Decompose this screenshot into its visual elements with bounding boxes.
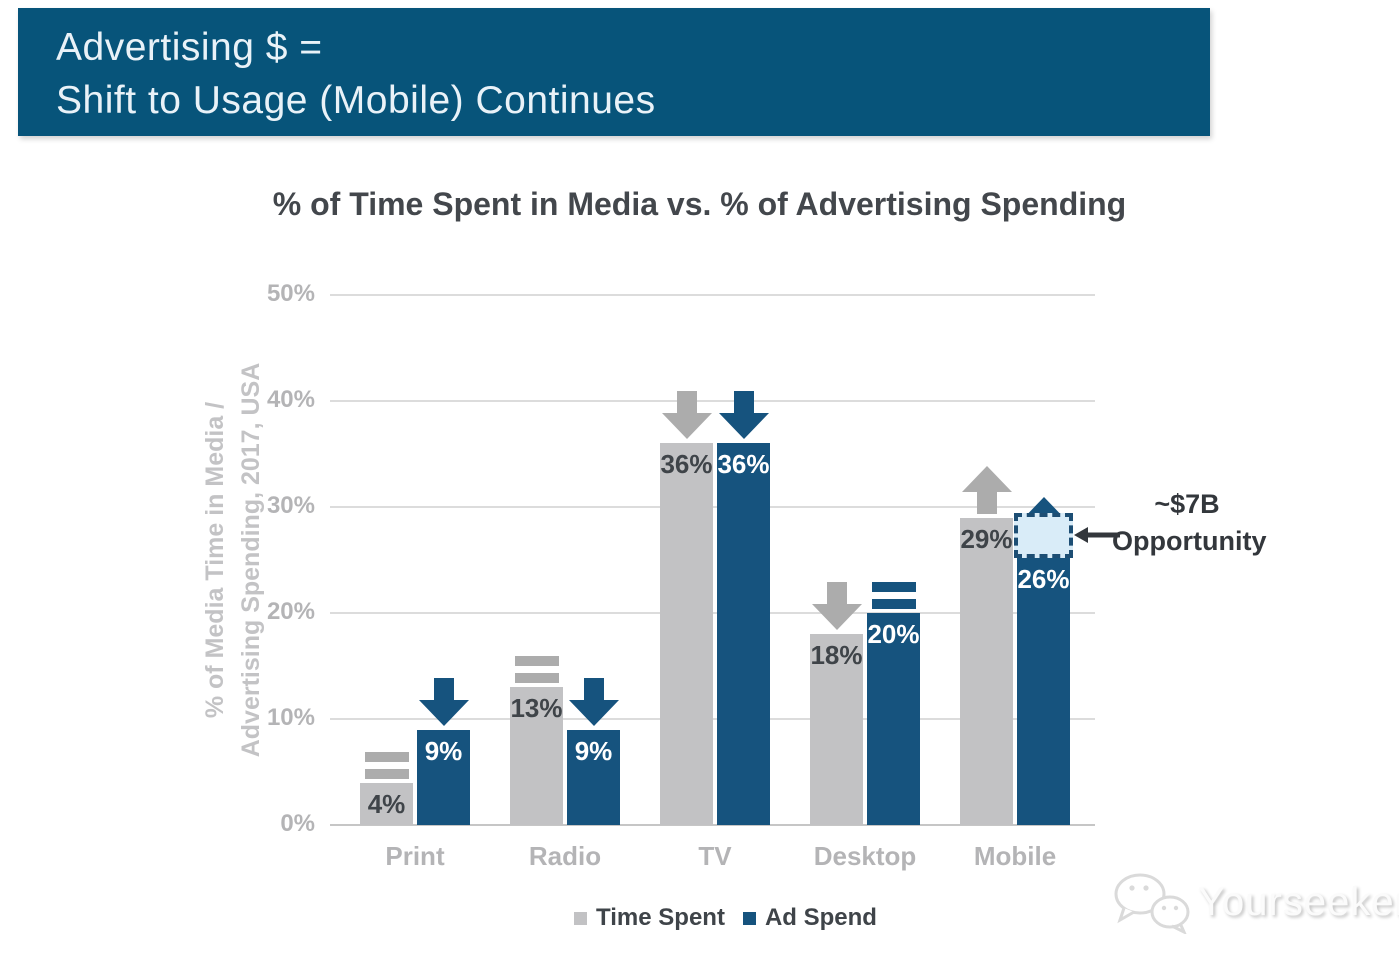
equals-icon <box>362 751 412 779</box>
gridline-40 <box>330 400 1095 402</box>
bar-value-label-ad-spend-print: 9% <box>424 735 463 766</box>
bar-value-label-time-spent-mobile: 29% <box>960 523 1013 554</box>
bar-time-spent-print <box>360 782 413 825</box>
bar-value-label-time-spent-print: 4% <box>367 788 406 819</box>
watermark-text: Yourseeker <box>1198 879 1399 924</box>
watermark: Yourseeker <box>1110 870 1399 936</box>
down-arrow-icon <box>718 391 769 440</box>
opportunity-label: Opportunity <box>1112 526 1267 556</box>
y-axis-label-30: 30% <box>266 492 315 519</box>
bar-ad-spend-mobile <box>1017 549 1070 825</box>
header-title-line2: Shift to Usage (Mobile) Continues <box>56 79 656 122</box>
bar-value-label-ad-spend-radio: 9% <box>574 735 613 766</box>
equals-icon <box>512 656 562 684</box>
bar-value-label-time-spent-radio: 13% <box>510 693 563 724</box>
legend-label-time-spent: Time Spent <box>596 904 725 931</box>
gridline-50 <box>330 294 1095 296</box>
gridline-0 <box>330 824 1095 826</box>
y-axis-label-10: 10% <box>266 704 315 731</box>
down-arrow-icon <box>811 582 862 631</box>
down-arrow-icon <box>568 677 619 726</box>
bar-chart-plot-area: 0% 10% 20% 30% 40% 50% 4% 9% Print 13% 9% Radio 36% 3… <box>267 280 1095 871</box>
chart-title: % of Time Spent in Media vs. % of Advert… <box>272 186 1127 222</box>
down-arrow-icon <box>661 391 712 440</box>
bar-ad-spend-print <box>417 729 470 825</box>
legend-item-time-spent: Time Spent <box>574 904 725 932</box>
bar-time-spent-radio <box>510 687 563 825</box>
y-axis-title: % of Media Time in Media / Advertising S… <box>197 363 269 758</box>
y-axis-label-0: 0% <box>280 810 315 837</box>
bar-time-spent-tv <box>660 443 713 825</box>
opportunity-annotation: ~$7B Opportunity <box>1112 486 1267 560</box>
x-axis-label-radio: Radio <box>528 841 602 871</box>
y-axis-label-40: 40% <box>266 386 315 413</box>
bar-value-label-ad-spend-desktop: 20% <box>867 619 920 649</box>
header-banner: Advertising $ = Shift to Usage (Mobile) … <box>18 8 1210 136</box>
bar-ad-spend-radio <box>567 729 620 825</box>
y-axis-label-20: 20% <box>266 598 315 625</box>
down-arrow-icon <box>418 677 469 726</box>
legend-swatch-time-spent-icon <box>574 911 588 925</box>
legend: Time Spent Ad Spend <box>0 904 1399 932</box>
x-axis-label-tv: TV <box>698 841 732 871</box>
legend-swatch-ad-spend-icon <box>742 911 756 925</box>
legend-item-ad-spend: Ad Spend <box>742 904 877 932</box>
opportunity-box <box>1014 513 1073 558</box>
x-axis-label-desktop: Desktop <box>813 841 917 871</box>
x-axis-label-mobile: Mobile <box>973 841 1057 871</box>
up-arrow-icon <box>961 465 1012 514</box>
bar-time-spent-mobile <box>960 517 1013 825</box>
x-axis-label-print: Print <box>385 841 445 871</box>
header-title-line1: Advertising $ = <box>56 26 323 69</box>
bar-value-label-ad-spend-mobile: 26% <box>1017 563 1070 594</box>
y-axis-label-50: 50% <box>266 280 315 307</box>
bar-value-label-ad-spend-tv: 36% <box>717 449 770 480</box>
bar-value-label-time-spent-desktop: 18% <box>810 640 863 671</box>
bar-ad-spend-tv <box>717 443 770 825</box>
equals-icon <box>869 582 919 609</box>
opportunity-value: ~$7B <box>1154 489 1220 519</box>
bar-time-spent-desktop <box>810 634 863 825</box>
opportunity-arrow-icon <box>1074 527 1120 543</box>
chat-bubbles-icon <box>1110 870 1194 936</box>
y-axis-title-line1: % of Media Time in Media / <box>201 401 229 719</box>
legend-label-ad-spend: Ad Spend <box>764 904 877 931</box>
bar-value-label-time-spent-tv: 36% <box>660 449 713 480</box>
y-axis-title-line2: Advertising Spending, 2017, USA <box>237 362 265 758</box>
bar-ad-spend-desktop <box>867 613 920 825</box>
